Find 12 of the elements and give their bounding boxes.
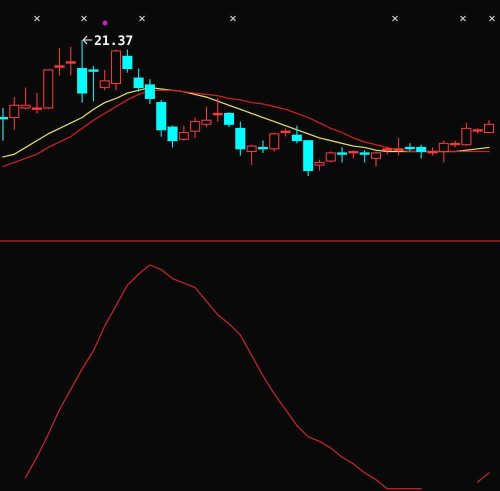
candlestick bbox=[235, 121, 246, 156]
candlestick bbox=[269, 132, 280, 152]
candlestick bbox=[122, 49, 132, 74]
candlestick bbox=[314, 159, 324, 172]
candlestick bbox=[370, 151, 381, 167]
candlestick bbox=[224, 112, 234, 128]
candlestick bbox=[258, 140, 268, 154]
candlestick bbox=[178, 125, 189, 142]
candlestick bbox=[212, 98, 223, 122]
candlestick bbox=[326, 151, 336, 163]
annotation: 21.37 bbox=[94, 34, 134, 49]
candlestick bbox=[246, 144, 257, 166]
